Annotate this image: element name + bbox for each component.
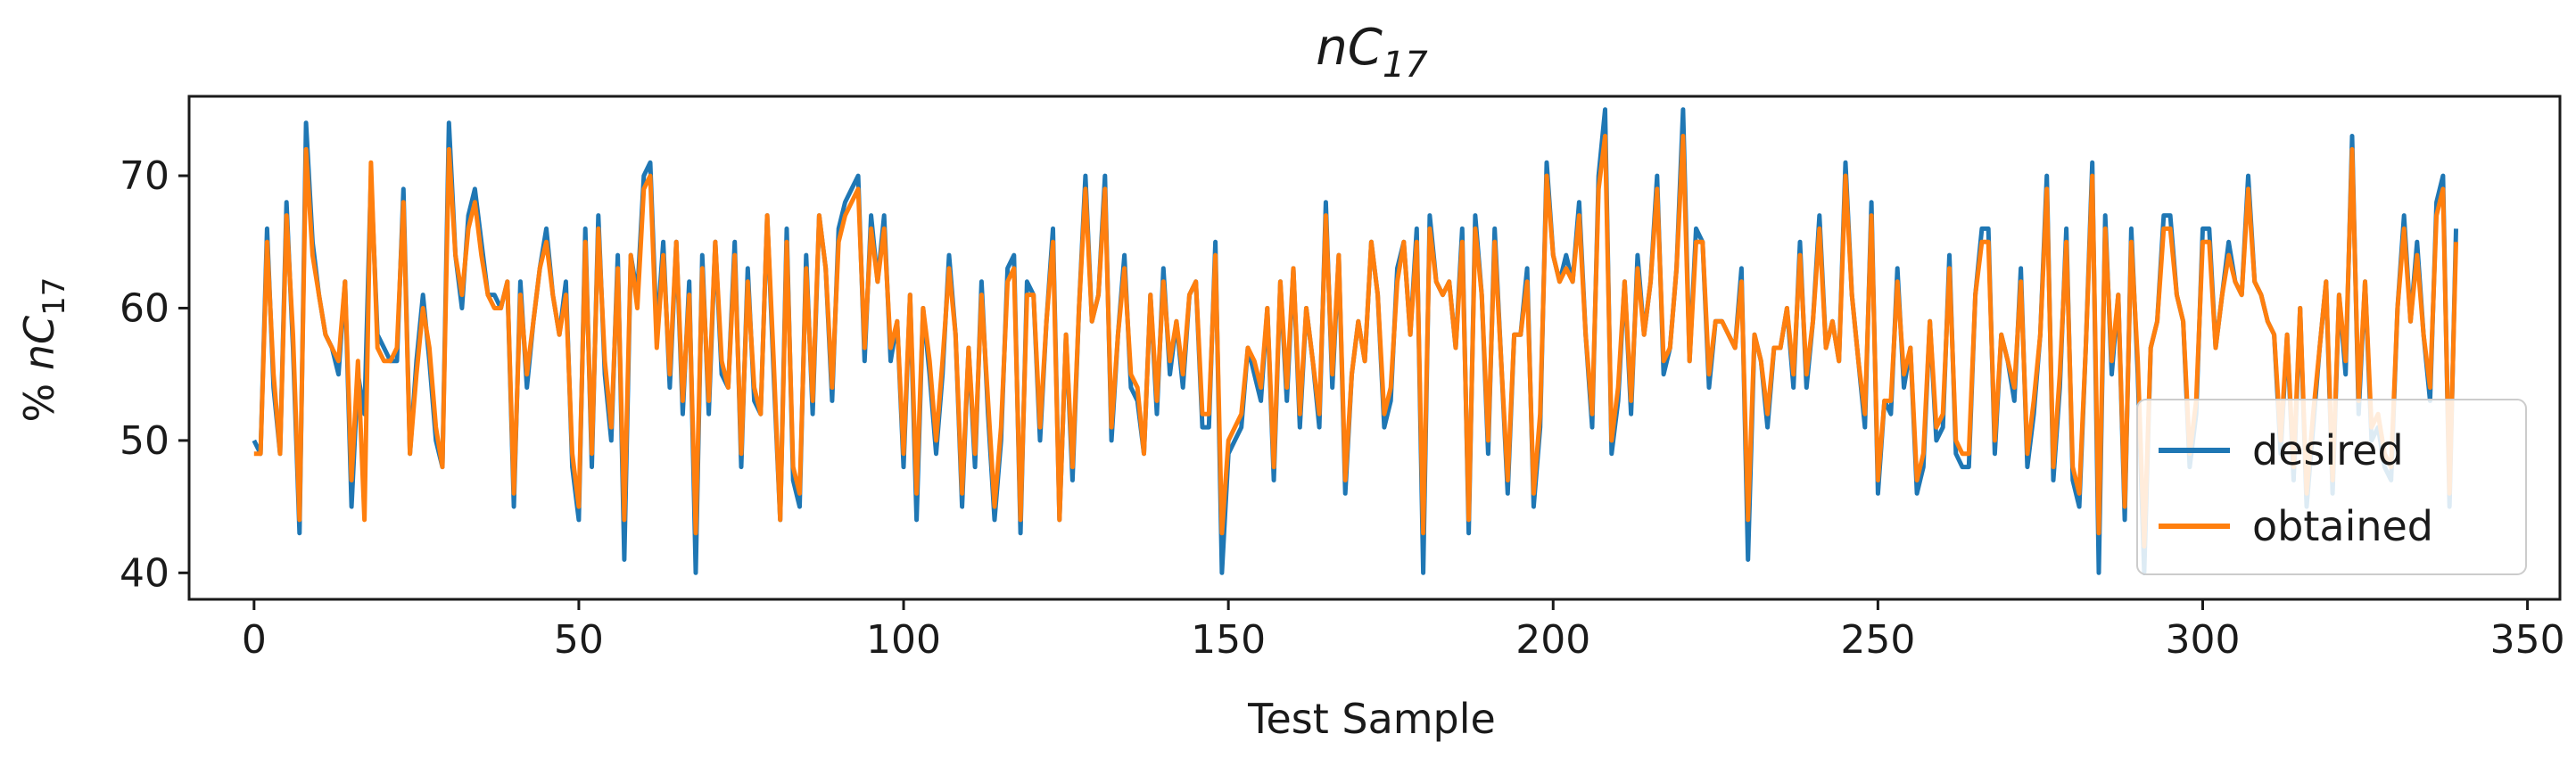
series-line-obtained [253, 134, 2458, 549]
y-tick-label: 60 [120, 285, 169, 331]
x-tick-label: 150 [1191, 617, 1266, 663]
legend-box [2136, 399, 2527, 575]
y-axis-title-main: nC [15, 316, 63, 370]
x-tick-label: 50 [554, 617, 604, 663]
chart-title: nC17 [1316, 19, 1428, 86]
legend-label-desired: desired [2252, 426, 2404, 474]
legend: desired obtained [2136, 399, 2527, 575]
y-axis-title-subscript: 17 [37, 277, 72, 316]
y-axis: 40 50 60 70 [120, 153, 189, 596]
plot-frame [187, 95, 2562, 601]
x-axis: 0 50 100 150 200 250 300 350 [242, 599, 2565, 663]
chart-title-subscript: 17 [1383, 45, 1428, 86]
y-tick-label: 70 [120, 153, 169, 199]
y-tick-label: 40 [120, 550, 169, 596]
plot-lines [252, 107, 2458, 575]
x-tick-label: 0 [242, 617, 267, 663]
x-tick-label: 200 [1515, 617, 1590, 663]
legend-label-obtained: obtained [2252, 502, 2433, 550]
x-axis-title: Test Sample [1247, 695, 1496, 743]
y-tick-label: 50 [120, 418, 169, 464]
y-axis-title: % nC17 [15, 277, 72, 423]
x-tick-label: 350 [2490, 617, 2565, 663]
x-tick-label: 250 [1840, 617, 1915, 663]
x-tick-label: 100 [866, 617, 941, 663]
x-tick-label: 300 [2165, 617, 2240, 663]
